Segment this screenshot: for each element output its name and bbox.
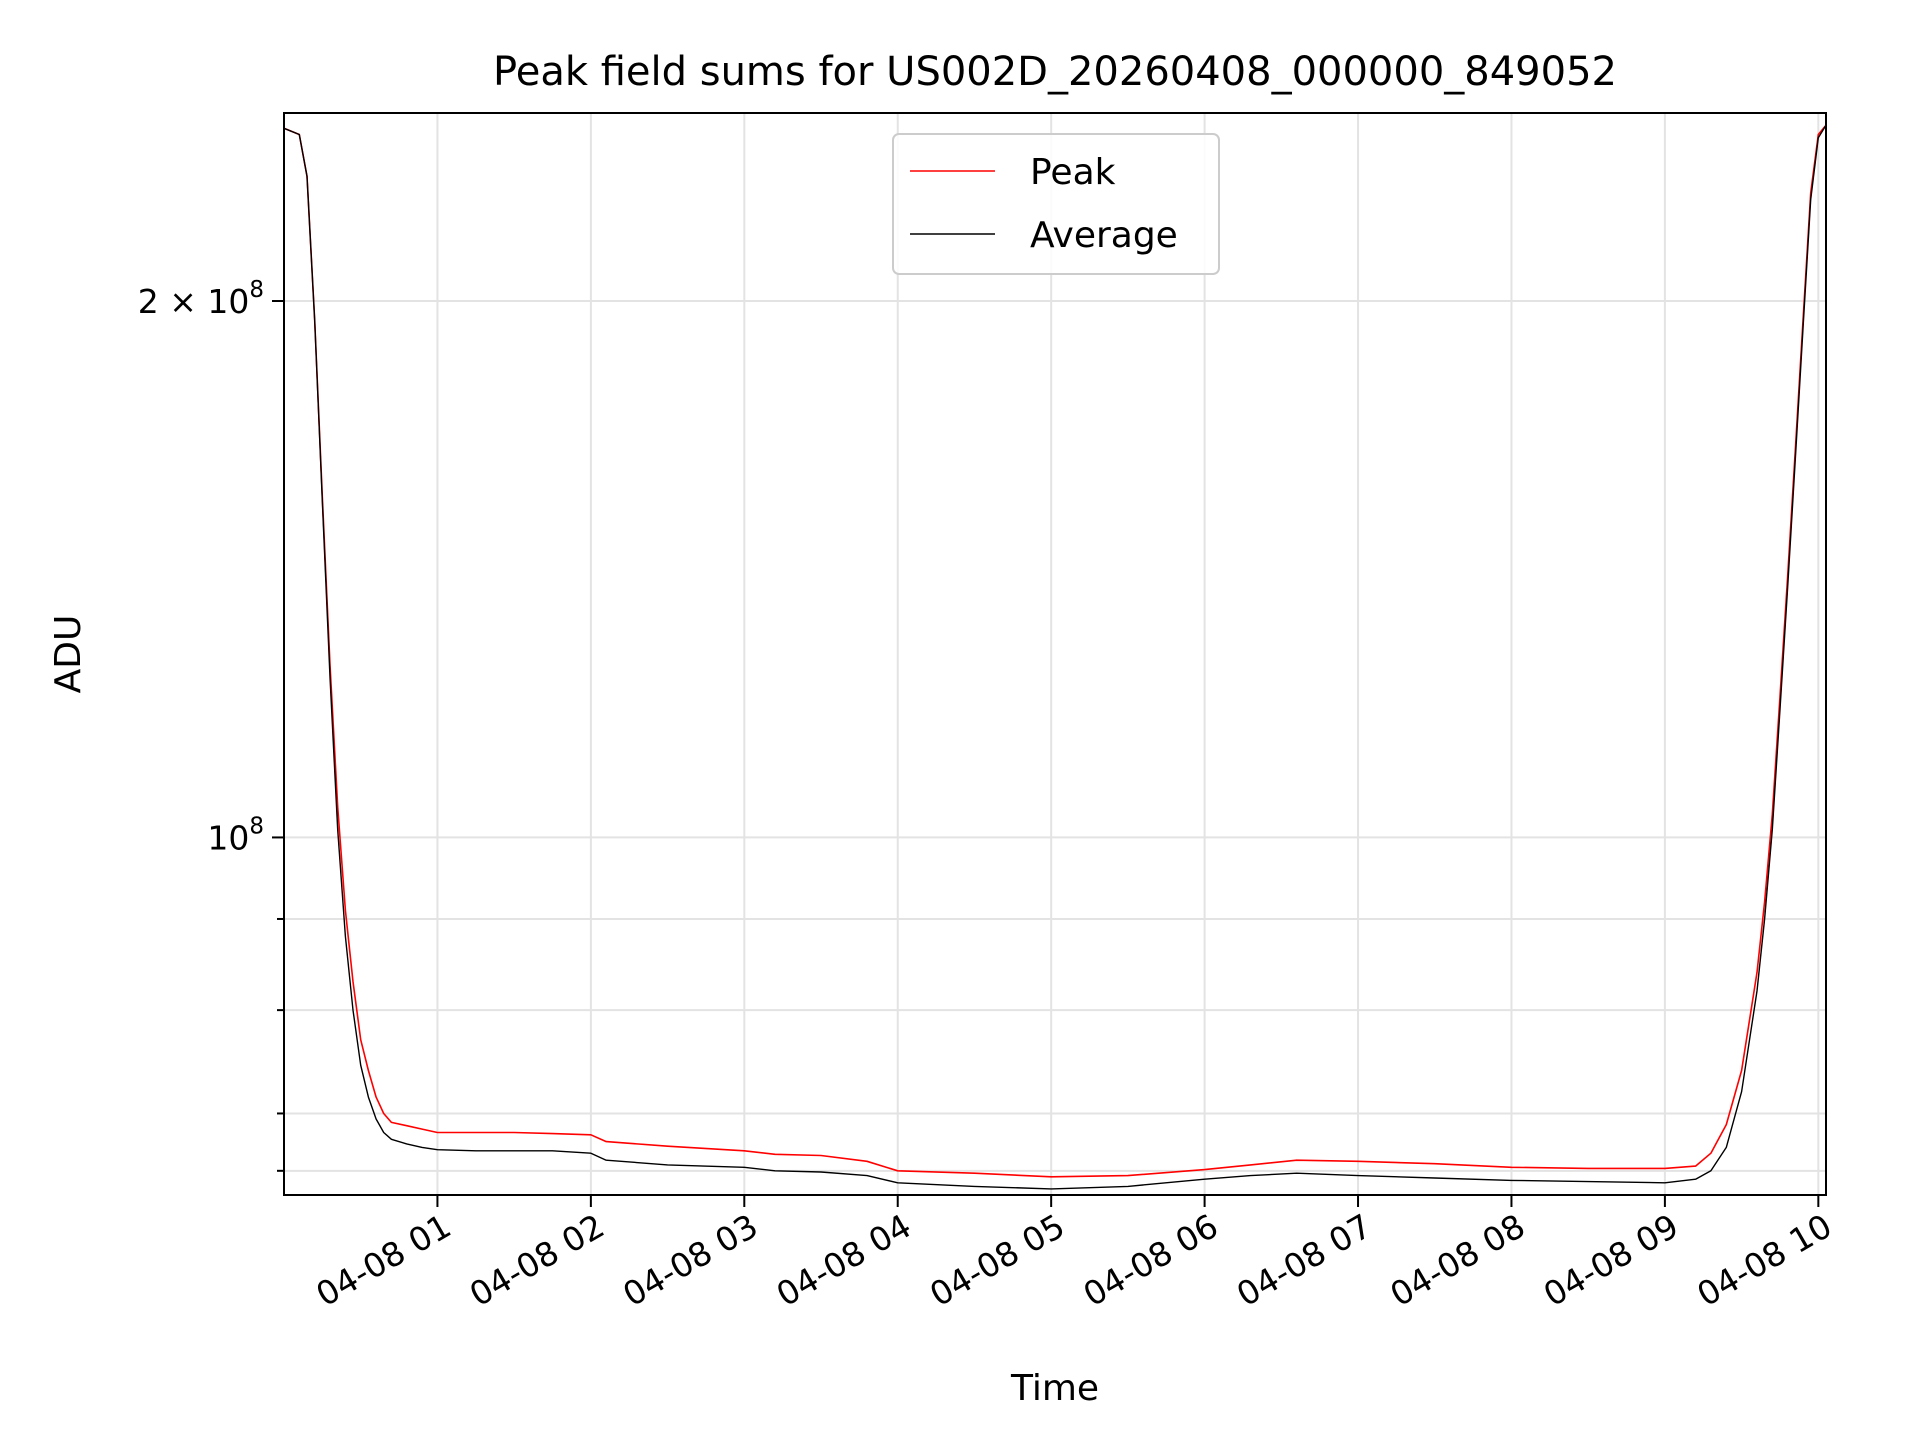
series-layer xyxy=(283,124,1827,1190)
y-tick-label: 108 xyxy=(207,813,264,857)
x-tick-label: 04-08 01 xyxy=(309,1206,457,1314)
plot-frame xyxy=(283,112,1827,1196)
x-tick-label: 04-08 05 xyxy=(923,1206,1071,1314)
x-tick-label: 04-08 09 xyxy=(1537,1206,1685,1314)
x-tick-label: 04-08 08 xyxy=(1383,1206,1531,1314)
x-axis-label: Time xyxy=(1010,1368,1099,1409)
y-tick-label: 2 × 108 xyxy=(138,277,264,321)
x-tick-label: 04-08 03 xyxy=(616,1206,764,1314)
x-tick-label: 04-08 02 xyxy=(463,1206,611,1314)
series-line-average xyxy=(283,124,1827,1190)
legend: Peak Average xyxy=(892,133,1220,275)
x-tick-label: 04-08 10 xyxy=(1690,1206,1838,1314)
x-tick-label: 04-08 07 xyxy=(1230,1206,1378,1314)
grid-layer xyxy=(284,113,1826,1195)
legend-label-peak: Peak xyxy=(1030,152,1116,193)
legend-label-average: Average xyxy=(1030,215,1178,256)
tick-layer: 04-08 01 04-08 02 04-08 03 04-08 04 04-08 05… xyxy=(138,277,1839,1314)
y-axis-label: ADU xyxy=(48,615,89,694)
series-line-peak xyxy=(283,124,1827,1178)
x-tick-label: 04-08 06 xyxy=(1077,1206,1225,1314)
legend-box xyxy=(892,133,1220,275)
chart-title: Peak field sums for US002D_20260408_0000… xyxy=(493,49,1617,95)
x-tick-label: 04-08 04 xyxy=(770,1206,918,1314)
